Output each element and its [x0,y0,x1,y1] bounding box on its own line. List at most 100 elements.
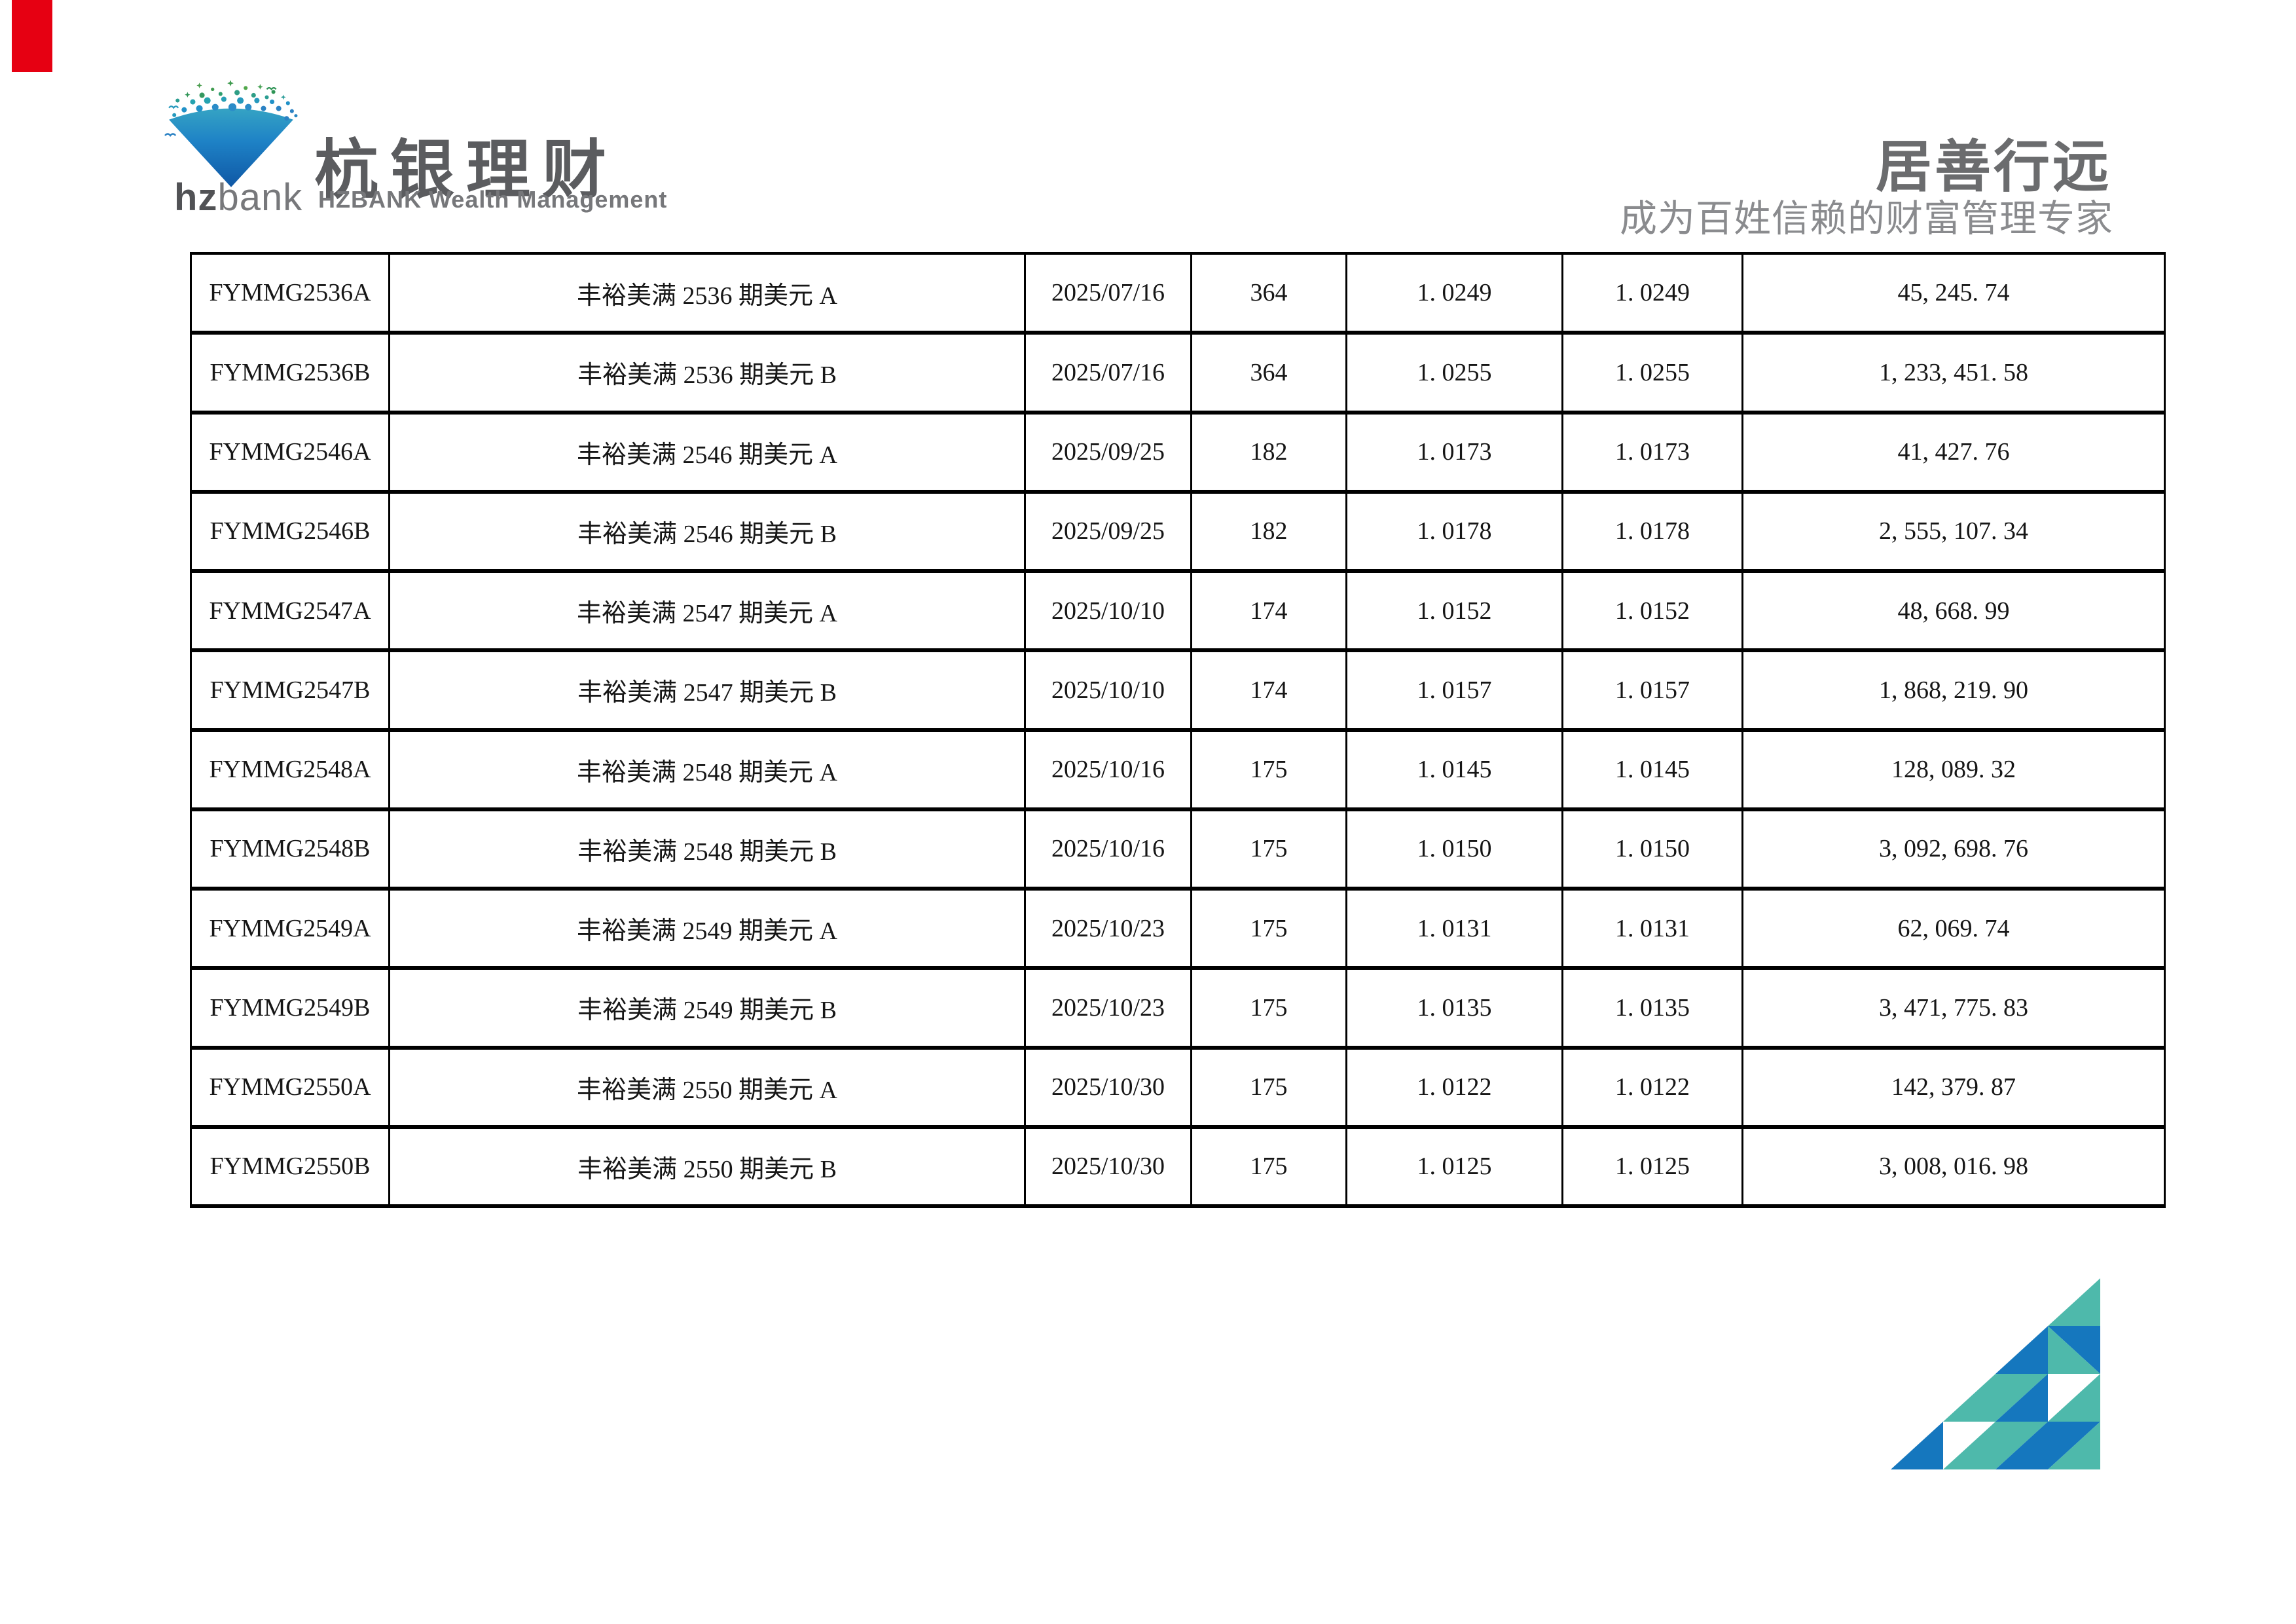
product-code: FYMMG2536B [190,331,390,415]
table-row: FYMMG2546B 丰裕美满 2546 期美元 B 2025/09/25 182 1.… [190,489,2166,574]
product-name: 丰裕美满 2547 期美元 B [388,648,1026,732]
term-days: 182 [1190,410,1347,494]
amount: 45, 245. 74 [1741,251,2166,335]
cumulative-net-value: 1. 0173 [1561,410,1743,494]
product-name: 丰裕美满 2549 期美元 B [388,966,1026,1050]
product-code: FYMMG2546A [190,410,390,494]
product-code: FYMMG2548A [190,728,390,811]
mosaic-triangles [1891,1278,2100,1469]
cumulative-net-value: 1. 0152 [1561,568,1743,653]
product-name: 丰裕美满 2550 期美元 A [388,1045,1026,1129]
net-value: 1. 0157 [1345,648,1563,732]
amount: 3, 008, 016. 98 [1741,1124,2166,1209]
product-name: 丰裕美满 2549 期美元 A [388,886,1026,970]
open-date: 2025/10/16 [1024,807,1192,891]
table-row: FYMMG2549B 丰裕美满 2549 期美元 B 2025/10/23 175 1.… [190,966,2166,1050]
amount: 62, 069. 74 [1741,886,2166,970]
table-row: FYMMG2549A 丰裕美满 2549 期美元 A 2025/10/23 175 1.… [190,886,2166,970]
net-value: 1. 0125 [1345,1124,1563,1209]
open-date: 2025/10/16 [1024,728,1192,811]
table-row: FYMMG2546A 丰裕美满 2546 期美元 A 2025/09/25 182 1.… [190,410,2166,494]
net-value: 1. 0150 [1345,807,1563,891]
product-code: FYMMG2547A [190,568,390,653]
product-name: 丰裕美满 2536 期美元 B [388,331,1026,415]
open-date: 2025/10/23 [1024,966,1192,1050]
net-value: 1. 0255 [1345,331,1563,415]
term-days: 364 [1190,251,1347,335]
product-name: 丰裕美满 2546 期美元 A [388,410,1026,494]
open-date: 2025/10/10 [1024,648,1192,732]
product-code: FYMMG2547B [190,648,390,732]
open-date: 2025/07/16 [1024,331,1192,415]
cumulative-net-value: 1. 0150 [1561,807,1743,891]
amount: 41, 427. 76 [1741,410,2166,494]
open-date: 2025/09/25 [1024,410,1192,494]
open-date: 2025/09/25 [1024,489,1192,574]
product-name: 丰裕美满 2546 期美元 B [388,489,1026,574]
product-code: FYMMG2550B [190,1124,390,1209]
term-days: 175 [1190,807,1347,891]
net-value: 1. 0131 [1345,886,1563,970]
cumulative-net-value: 1. 0249 [1561,251,1743,335]
hzbank-wordmark-bank: bank [217,176,303,219]
net-value: 1. 0135 [1345,966,1563,1050]
term-days: 174 [1190,568,1347,653]
table-row: FYMMG2550B 丰裕美满 2550 期美元 B 2025/10/30 175 1.… [190,1124,2166,1209]
amount: 1, 233, 451. 58 [1741,331,2166,415]
amount: 2, 555, 107. 34 [1741,489,2166,574]
net-value: 1. 0173 [1345,410,1563,494]
product-name: 丰裕美满 2547 期美元 A [388,568,1026,653]
products-table: FYMMG2536A 丰裕美满 2536 期美元 A 2025/07/16 364 1.… [190,251,2166,1209]
cumulative-net-value: 1. 0125 [1561,1124,1743,1209]
cumulative-net-value: 1. 0131 [1561,886,1743,970]
table-row: FYMMG2548A 丰裕美满 2548 期美元 A 2025/10/16 175 1.… [190,728,2166,811]
open-date: 2025/10/30 [1024,1124,1192,1209]
net-value: 1. 0145 [1345,728,1563,811]
mosaic-triangle-graphic [1891,1278,2100,1469]
amount: 48, 668. 99 [1741,568,2166,653]
term-days: 175 [1190,1124,1347,1209]
amount: 3, 471, 775. 83 [1741,966,2166,1050]
table-row: FYMMG2547B 丰裕美满 2547 期美元 B 2025/10/10 174 1.… [190,648,2166,732]
term-days: 175 [1190,966,1347,1050]
slogan-main: 居善行远 [1876,136,2111,198]
open-date: 2025/10/10 [1024,568,1192,653]
term-days: 175 [1190,1045,1347,1129]
hzbank-logo-icon [164,80,298,187]
product-name: 丰裕美满 2550 期美元 B [388,1124,1026,1209]
cumulative-net-value: 1. 0157 [1561,648,1743,732]
table-row: FYMMG2548B 丰裕美满 2548 期美元 B 2025/10/16 175 1.… [190,807,2166,891]
amount: 128, 089. 32 [1741,728,2166,811]
slogan-sub: 成为百姓信赖的财富管理专家 [1620,198,2113,240]
term-days: 174 [1190,648,1347,732]
amount: 142, 379. 87 [1741,1045,2166,1129]
product-code: FYMMG2549A [190,886,390,970]
cumulative-net-value: 1. 0255 [1561,331,1743,415]
net-value: 1. 0152 [1345,568,1563,653]
hzbank-wordmark-hz: hz [174,176,218,219]
product-name: 丰裕美满 2548 期美元 A [388,728,1026,811]
product-name: 丰裕美满 2536 期美元 A [388,251,1026,335]
open-date: 2025/10/30 [1024,1045,1192,1129]
term-days: 364 [1190,331,1347,415]
hzbank-wordmark: hzbank [174,175,302,219]
product-code: FYMMG2548B [190,807,390,891]
table-row: FYMMG2536B 丰裕美满 2536 期美元 B 2025/07/16 364 1.… [190,331,2166,415]
brand-name-cn: 杭银理财 [314,134,619,206]
amount: 3, 092, 698. 76 [1741,807,2166,891]
term-days: 175 [1190,886,1347,970]
term-days: 175 [1190,728,1347,811]
open-date: 2025/07/16 [1024,251,1192,335]
term-days: 182 [1190,489,1347,574]
net-value: 1. 0249 [1345,251,1563,335]
cumulative-net-value: 1. 0178 [1561,489,1743,574]
cumulative-net-value: 1. 0122 [1561,1045,1743,1129]
red-corner-mark [12,0,52,72]
product-code: FYMMG2536A [190,251,390,335]
table-row: FYMMG2547A 丰裕美满 2547 期美元 A 2025/10/10 174 1.… [190,568,2166,653]
product-code: FYMMG2550A [190,1045,390,1129]
product-code: FYMMG2549B [190,966,390,1050]
amount: 1, 868, 219. 90 [1741,648,2166,732]
table-row: FYMMG2536A 丰裕美满 2536 期美元 A 2025/07/16 364 1.… [190,251,2166,335]
